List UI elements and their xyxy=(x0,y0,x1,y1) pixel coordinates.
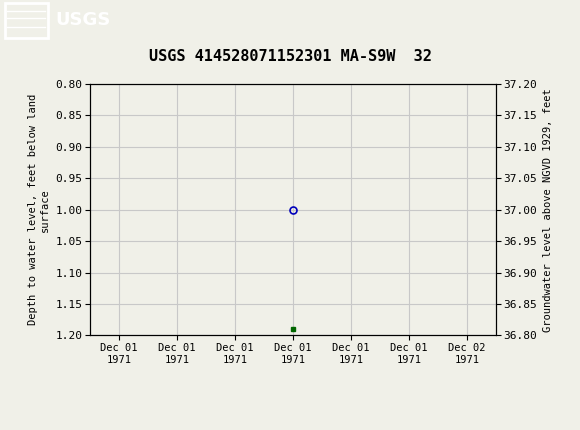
Text: USGS 414528071152301 MA-S9W  32: USGS 414528071152301 MA-S9W 32 xyxy=(148,49,432,64)
Bar xyxy=(5,3,48,37)
Y-axis label: Groundwater level above NGVD 1929, feet: Groundwater level above NGVD 1929, feet xyxy=(543,88,553,332)
Y-axis label: Depth to water level, feet below land
surface: Depth to water level, feet below land su… xyxy=(28,94,50,325)
Text: USGS: USGS xyxy=(55,12,110,29)
